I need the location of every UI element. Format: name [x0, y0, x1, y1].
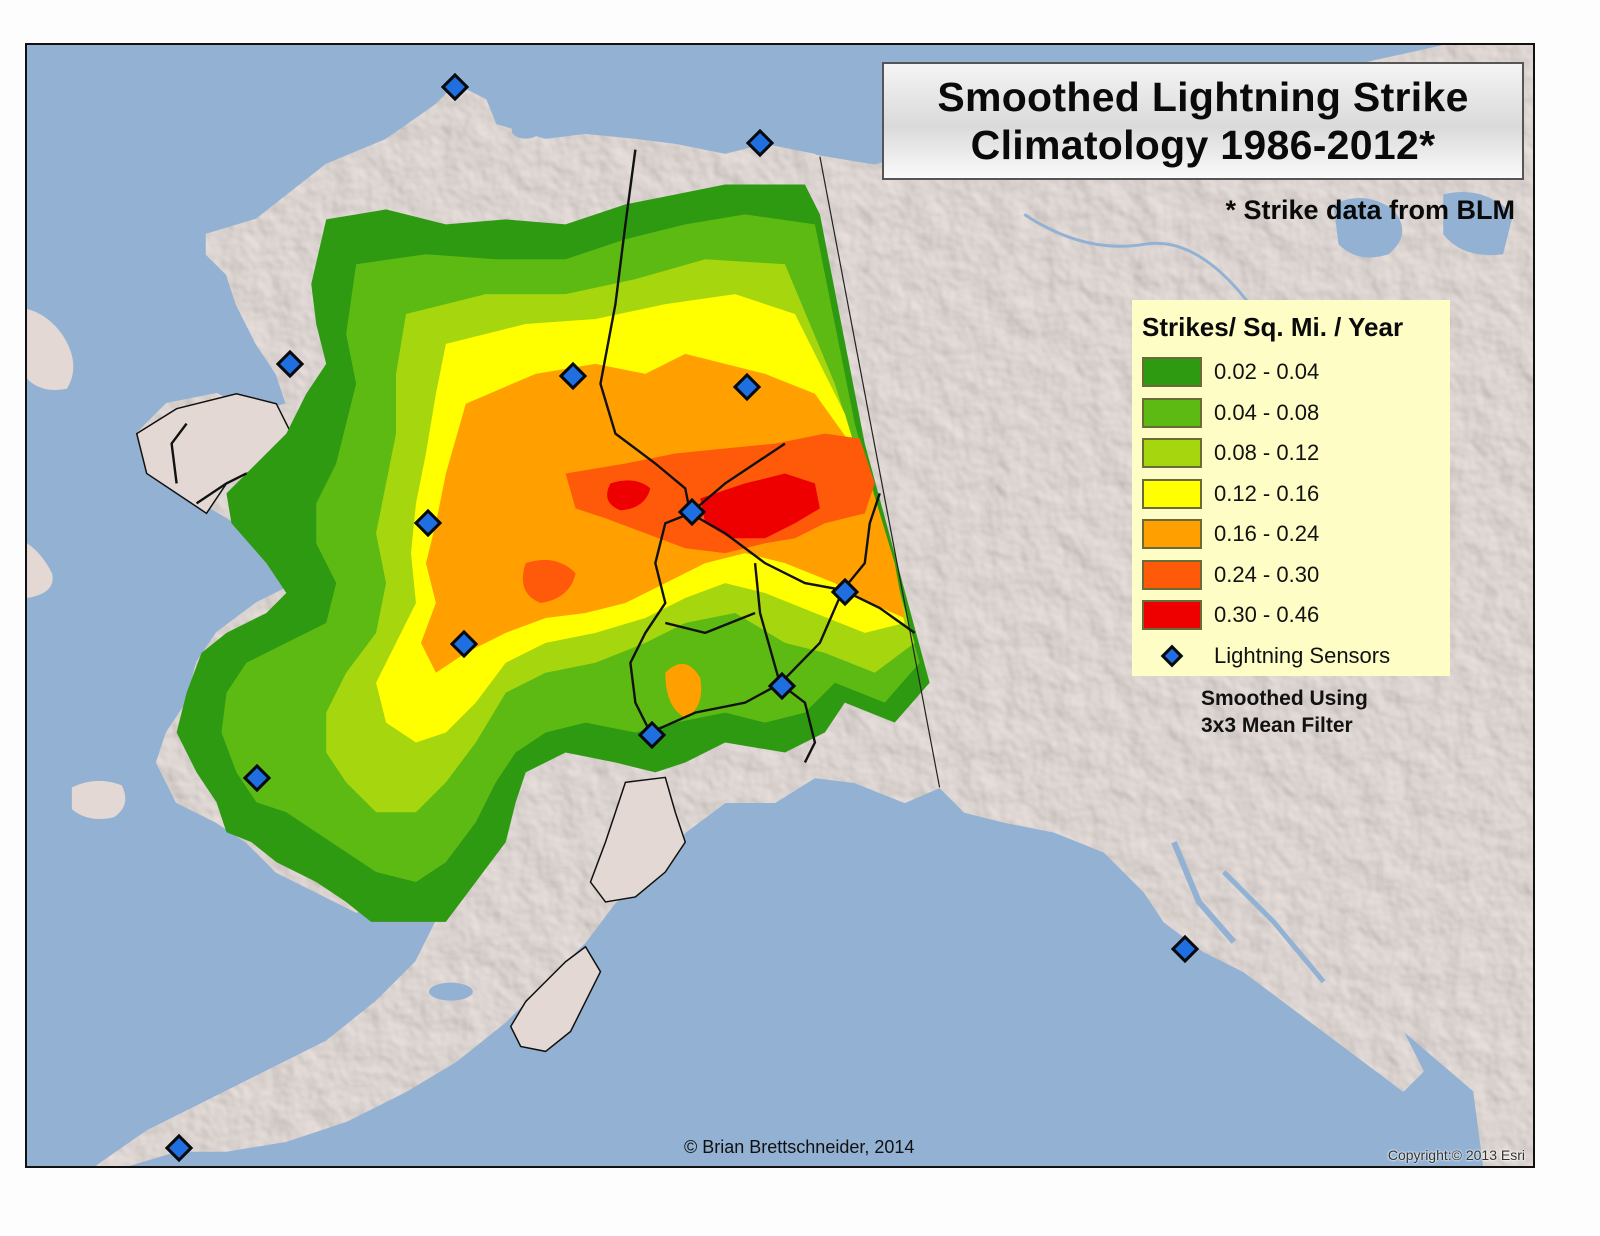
legend-row: 0.24 - 0.30 [1142, 555, 1450, 596]
canada-lake [1443, 191, 1514, 256]
legend-label: 0.04 - 0.08 [1214, 399, 1320, 425]
basemap-copyright: Copyright:© 2013 Esri [1387, 1147, 1525, 1163]
data-source-footnote: * Strike data from BLM [1225, 195, 1515, 225]
legend-label-sensors: Lightning Sensors [1214, 642, 1391, 668]
highway-network [170, 149, 916, 763]
density-class-0-16-0-24 [665, 663, 702, 718]
legend-row-sensors: Lightning Sensors [1142, 636, 1450, 677]
alaska-lightning-map [27, 45, 1533, 1166]
smoothing-note-line-2: 3x3 Mean Filter [1201, 714, 1353, 737]
map-title-line-2: Climatology 1986-2012* [970, 122, 1436, 168]
author-credit: © Brian Brettschneider, 2014 [684, 1137, 915, 1157]
st-lawrence-island [27, 309, 74, 391]
iliamna-lake [428, 982, 473, 1001]
legend-color-swatch [1142, 397, 1202, 428]
density-class-0-30-0-46 [700, 473, 820, 539]
legend-label: 0.16 - 0.24 [1214, 521, 1320, 547]
legend-color-swatch [1142, 357, 1202, 388]
sensor-diamond-icon [1160, 644, 1184, 668]
southeast-panhandle [938, 781, 1424, 1092]
map-frame: Smoothed Lightning Strike Climatology 19… [25, 43, 1535, 1168]
alaska-canada-border [819, 156, 941, 788]
legend-label: 0.02 - 0.04 [1214, 359, 1320, 385]
panhandle-channel [1222, 870, 1326, 984]
legend-color-swatch [1142, 478, 1202, 509]
kenai-peninsula [589, 776, 687, 903]
legend-label: 0.08 - 0.12 [1214, 440, 1320, 466]
legend-row: 0.04 - 0.08 [1142, 393, 1450, 434]
map-title-line-1: Smoothed Lightning Strike [937, 74, 1469, 120]
chukotka-coast [27, 543, 53, 599]
smoothing-note-line-1: Smoothed Using [1201, 687, 1368, 710]
kodiak-island [509, 945, 602, 1053]
legend-color-swatch [1142, 519, 1202, 550]
legend-color-swatch [1142, 438, 1202, 469]
legend-label: 0.24 - 0.30 [1214, 561, 1320, 587]
legend-color-swatch [1142, 600, 1202, 631]
map-legend: Strikes/ Sq. Mi. / Year 0.02 - 0.04 0.04 … [1132, 300, 1450, 676]
legend-row: 0.16 - 0.24 [1142, 514, 1450, 555]
legend-row: 0.08 - 0.12 [1142, 433, 1450, 474]
legend-label: 0.30 - 0.46 [1214, 602, 1320, 628]
density-class-0-30-0-46 [607, 480, 651, 511]
legend-title: Strikes/ Sq. Mi. / Year [1142, 312, 1404, 342]
panhandle-channel [1171, 841, 1237, 944]
legend-row: 0.12 - 0.16 [1142, 474, 1450, 515]
legend-row: 0.02 - 0.04 [1142, 352, 1450, 393]
teshekpuk-lake [511, 122, 540, 139]
smoothing-note: Smoothed Using 3x3 Mean Filter [1201, 685, 1368, 739]
map-title-box: Smoothed Lightning Strike Climatology 19… [882, 62, 1524, 180]
legend-color-swatch [1142, 559, 1202, 590]
lightning-density-layer [176, 184, 930, 922]
canada-lake [1333, 198, 1403, 258]
density-class-0-24-0-30 [522, 559, 576, 604]
legend-row: 0.30 - 0.46 [1142, 595, 1450, 636]
legend-label: 0.12 - 0.16 [1214, 480, 1320, 506]
nunivak-island [71, 780, 126, 820]
